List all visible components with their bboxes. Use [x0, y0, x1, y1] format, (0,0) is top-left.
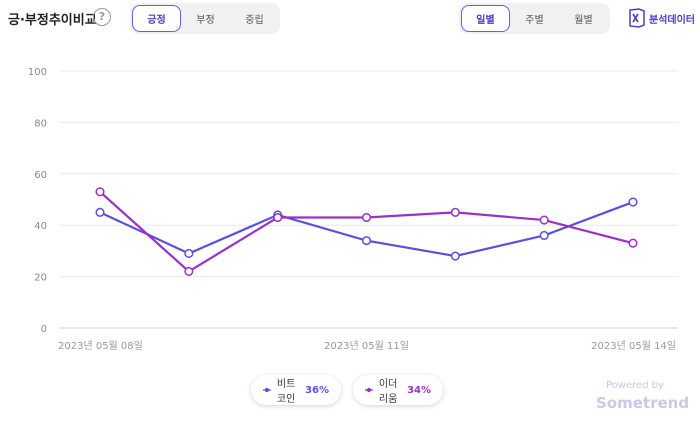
- period-tab-group: 일별 주별 월별: [459, 3, 610, 34]
- legend-share-ethereum: 34%: [407, 384, 431, 396]
- export-data-button[interactable]: 분석데이터: [628, 8, 695, 28]
- y-tick-label: 0: [41, 324, 47, 335]
- y-tick-label: 100: [28, 67, 47, 78]
- data-point-1-5: [539, 215, 549, 225]
- data-point-0-6: [628, 197, 638, 207]
- tab-neutral[interactable]: 중립: [245, 15, 264, 26]
- data-point-1-2: [273, 212, 283, 223]
- chart-title: 긍·부정추이비교: [8, 13, 97, 28]
- question-circle-icon[interactable]: ?: [93, 8, 111, 26]
- legend-label-ethereum: 이더리움: [378, 379, 398, 405]
- brand-logo: Sometrend: [596, 394, 690, 412]
- x-tick-label: 2023년 05월 11일: [324, 340, 409, 352]
- tab-positive[interactable]: 긍정: [132, 5, 181, 32]
- tab-monthly[interactable]: 월별: [574, 15, 593, 26]
- data-point-0-1: [184, 248, 194, 259]
- legend-item-bitcoin[interactable]: 비트코인 36%: [251, 375, 341, 405]
- tab-weekly[interactable]: 주별: [525, 15, 544, 26]
- y-tick-label: 60: [34, 170, 47, 181]
- powered-by-text: Powered by: [606, 380, 664, 391]
- x-tick-label: 2023년 05월 08일: [58, 340, 143, 352]
- data-point-0-0: [95, 207, 105, 217]
- y-tick-label: 20: [34, 273, 47, 284]
- data-point-1-1: [184, 266, 194, 277]
- export-data-label: 분석데이터: [649, 14, 695, 26]
- series-line-0: [99, 201, 634, 258]
- data-point-0-5: [539, 230, 549, 241]
- tab-daily[interactable]: 일별: [461, 5, 510, 32]
- legend-item-ethereum[interactable]: 이더리움 34%: [353, 375, 443, 405]
- y-tick-label: 80: [34, 118, 47, 129]
- legend-marker-ethereum: [365, 387, 373, 393]
- excel-icon: [629, 8, 645, 28]
- data-point-0-4: [450, 251, 460, 261]
- y-tick-label: 40: [34, 221, 47, 232]
- data-point-1-6: [628, 238, 638, 248]
- legend-marker-bitcoin: [263, 387, 271, 393]
- x-tick-label: 2023년 05월 14일: [591, 340, 676, 352]
- data-point-1-0: [95, 187, 105, 197]
- legend-share-bitcoin: 36%: [305, 384, 329, 396]
- sentiment-tab-group: 긍정 부정 중립: [130, 3, 280, 34]
- data-point-0-3: [361, 236, 372, 246]
- legend-label-bitcoin: 비트코인: [276, 379, 296, 405]
- data-point-1-4: [450, 207, 460, 217]
- tab-negative[interactable]: 부정: [196, 15, 215, 26]
- data-point-1-3: [361, 212, 372, 223]
